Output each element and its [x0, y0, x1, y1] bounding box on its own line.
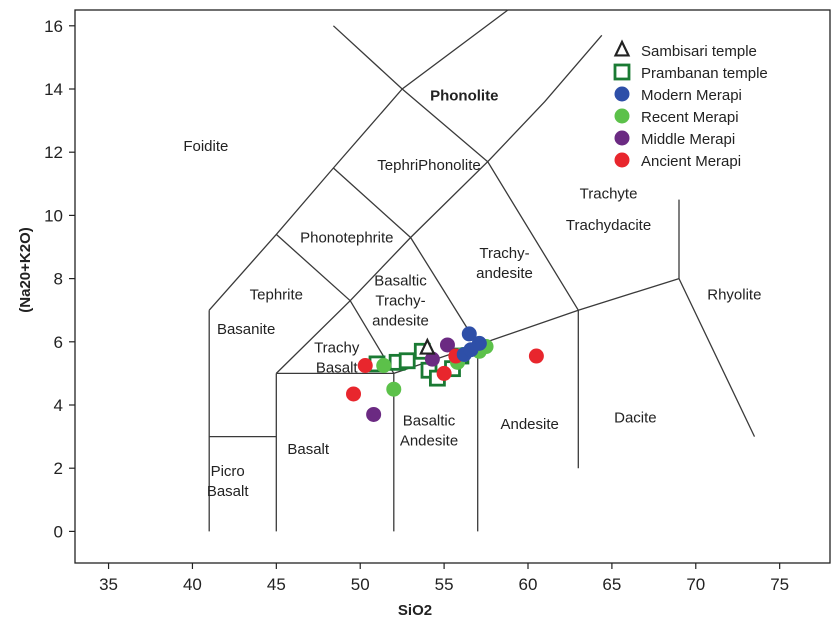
field-boundary [678, 278, 756, 437]
x-tick-label: 75 [770, 575, 789, 594]
field-label: Trachy [314, 340, 360, 357]
circle-data-point [436, 365, 452, 381]
legend-label: Recent Merapi [641, 109, 739, 126]
x-tick-label: 60 [519, 575, 538, 594]
circle-data-point [376, 358, 392, 373]
field-label: TephriPhonolite [377, 157, 480, 174]
y-axis-ticks: 0 2 4 6 8 10 12 14 16 [44, 17, 75, 541]
y-tick-label: 16 [44, 17, 63, 36]
field-label: Dacite [614, 410, 657, 427]
field-label: andesite [372, 313, 429, 330]
legend-marker [613, 39, 631, 57]
x-tick-label: 55 [435, 575, 454, 594]
legend-label: Prambanan temple [641, 65, 768, 82]
circle-data-point [424, 351, 440, 367]
field-labels: Foidite Phonolite TephriPhonolite Phonoteph… [183, 87, 761, 500]
field-label: Phonolite [430, 87, 498, 104]
field-label: Trachydacite [566, 217, 651, 234]
circle-data-point [357, 358, 373, 373]
triangle-data-point [419, 337, 436, 355]
legend-label: Modern Merapi [641, 87, 742, 104]
circle-data-point [461, 326, 477, 342]
field-label: Basaltic [374, 273, 427, 290]
circle-data-point [366, 406, 382, 422]
field-label: Basalt [316, 360, 359, 377]
y-tick-label: 4 [54, 396, 63, 415]
legend: Sambisari temple Prambanan temple Modern M… [613, 39, 768, 170]
field-boundary [332, 25, 403, 90]
legend-label: Middle Merapi [641, 131, 735, 148]
x-axis-title: SiO2 [398, 602, 432, 619]
field-label: Basanite [217, 321, 275, 338]
y-tick-label: 6 [54, 333, 63, 352]
field-label: Trachy- [479, 245, 529, 262]
x-tick-label: 50 [351, 575, 370, 594]
field-label: Phonotephrite [300, 230, 393, 247]
field-boundary [401, 34, 603, 163]
field-label: Foidite [183, 138, 228, 155]
x-tick-label: 70 [686, 575, 705, 594]
legend-marker [614, 86, 630, 102]
field-boundary [332, 167, 412, 238]
plot-frame [74, 9, 831, 564]
field-label: Tephrite [250, 286, 303, 303]
circle-data-point [528, 348, 544, 364]
field-label: Rhyolite [707, 286, 761, 303]
y-tick-label: 0 [54, 522, 63, 541]
field-label: andesite [476, 265, 533, 282]
field-label: Basalt [207, 483, 250, 500]
x-tick-label: 65 [602, 575, 621, 594]
x-tick-label: 35 [99, 575, 118, 594]
y-axis-title: (Na20+K2O) [17, 227, 34, 312]
legend-marker [613, 63, 631, 81]
data-points [346, 326, 544, 422]
field-label: Trachyte [580, 185, 638, 202]
field-label: Basaltic [403, 412, 456, 429]
square-data-point [398, 352, 416, 370]
field-boundary [275, 233, 351, 302]
classification-boundaries [208, 9, 756, 532]
field-label: Basalt [287, 441, 330, 458]
field-label: Picro [211, 463, 245, 480]
field-label: Andesite [500, 416, 558, 433]
circle-data-point [386, 381, 402, 397]
y-tick-label: 8 [54, 270, 63, 289]
y-tick-label: 2 [54, 459, 63, 478]
x-tick-label: 40 [183, 575, 202, 594]
y-tick-label: 14 [44, 80, 63, 99]
legend-marker [614, 108, 630, 124]
y-tick-label: 12 [44, 143, 63, 162]
field-label: Andesite [400, 432, 458, 449]
circle-data-point [439, 337, 455, 353]
legend-label: Ancient Merapi [641, 153, 741, 170]
legend-marker [614, 130, 630, 146]
field-label: Trachy- [375, 293, 425, 310]
x-tick-label: 45 [267, 575, 286, 594]
legend-label: Sambisari temple [641, 43, 757, 60]
y-tick-label: 10 [44, 206, 63, 225]
legend-marker [614, 152, 630, 168]
circle-data-point [346, 386, 362, 402]
x-axis-ticks: 35 40 45 50 55 60 65 70 75 [99, 563, 789, 594]
circle-data-point [463, 342, 479, 358]
